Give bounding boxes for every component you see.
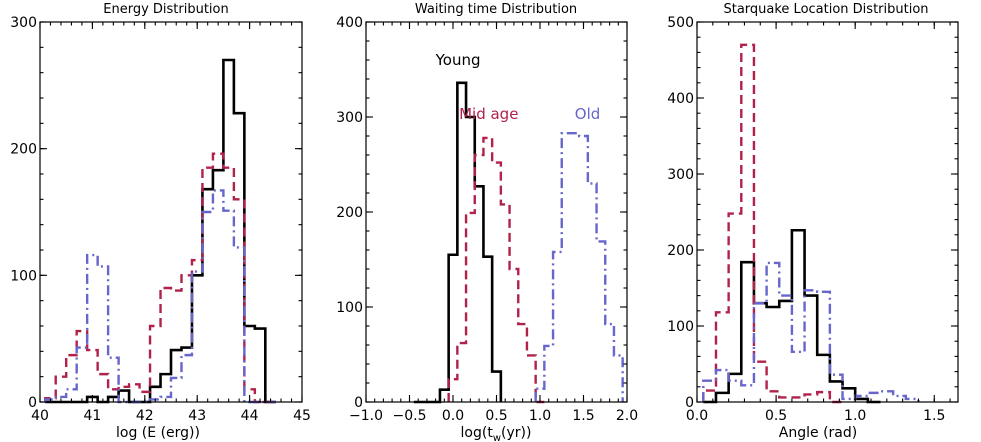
panel-waiting: Waiting time Distribution log(tw(yr)) −1… bbox=[336, 2, 638, 442]
waiting-ytick-label: 300 bbox=[336, 110, 363, 126]
waiting-xtick-label: 2.0 bbox=[616, 408, 638, 424]
waiting-annotation-old: Old bbox=[575, 105, 601, 123]
waiting-xlabel-sub: w bbox=[493, 433, 501, 442]
energy-ytick-label: 100 bbox=[10, 268, 37, 284]
location-xtick-label: 1.0 bbox=[844, 408, 866, 424]
waiting-xtick-label: 1.0 bbox=[529, 408, 551, 424]
energy-ytick-label: 0 bbox=[28, 395, 37, 411]
waiting-xlabel: log(tw(yr)) bbox=[461, 425, 532, 442]
energy-title: Energy Distribution bbox=[103, 2, 229, 17]
location-series-mid bbox=[702, 43, 843, 404]
location-xlabel: Angle (rad) bbox=[779, 425, 857, 441]
location-ytick-label: 400 bbox=[667, 91, 694, 107]
location-plot-frame bbox=[696, 21, 959, 403]
waiting-ytick-label: 100 bbox=[336, 300, 363, 316]
waiting-xtick-label: 1.5 bbox=[572, 408, 594, 424]
location-xtick-label: 0.0 bbox=[686, 408, 708, 424]
energy-plot-frame bbox=[39, 21, 303, 403]
location-series-old bbox=[702, 261, 920, 402]
energy-ytick-label: 200 bbox=[10, 142, 37, 158]
location-title: Starquake Location Distribution bbox=[723, 2, 928, 17]
location-ytick-label: 0 bbox=[685, 395, 694, 411]
energy-xtick-label: 45 bbox=[293, 408, 311, 424]
energy-series-old bbox=[44, 189, 276, 404]
waiting-series-mid bbox=[447, 136, 545, 404]
waiting-xtick-label: 0.0 bbox=[442, 408, 464, 424]
panel-energy: Energy Distribution log (E (erg)) 40 41 42… bbox=[10, 2, 311, 441]
energy-ytick-label: 300 bbox=[10, 15, 37, 31]
energy-xlabel: log (E (erg)) bbox=[116, 425, 200, 441]
waiting-xlabel-end: (yr)) bbox=[501, 425, 531, 441]
waiting-ytick-label: 400 bbox=[336, 15, 363, 31]
waiting-ytick-label: 200 bbox=[336, 205, 363, 221]
waiting-series-old bbox=[534, 131, 624, 402]
location-ytick-label: 200 bbox=[667, 243, 694, 259]
energy-xtick-label: 40 bbox=[31, 408, 49, 424]
energy-xtick-label: 44 bbox=[241, 408, 259, 424]
waiting-xtick-label: −1.0 bbox=[349, 408, 383, 424]
location-xtick-label: 0.5 bbox=[765, 408, 787, 424]
location-ytick-label: 300 bbox=[667, 167, 694, 183]
panel-location: Starquake Location Distribution Angle (r… bbox=[667, 2, 959, 441]
waiting-xtick-label: −0.5 bbox=[393, 408, 427, 424]
waiting-xtick-label: 0.5 bbox=[485, 408, 507, 424]
location-ytick-label: 100 bbox=[667, 319, 694, 335]
energy-series-mid bbox=[44, 152, 276, 404]
energy-series-young bbox=[45, 58, 276, 404]
waiting-plot-frame bbox=[365, 21, 628, 403]
energy-xtick-label: 42 bbox=[136, 408, 154, 424]
location-ytick-label: 500 bbox=[667, 15, 694, 31]
waiting-annotation-mid: Mid age bbox=[459, 105, 518, 123]
waiting-title: Waiting time Distribution bbox=[415, 2, 577, 17]
waiting-annotation-young: Young bbox=[435, 51, 481, 69]
energy-xtick-label: 41 bbox=[83, 408, 101, 424]
location-xtick-label: 1.5 bbox=[923, 408, 945, 424]
waiting-xlabel-main: log(t bbox=[461, 425, 494, 441]
location-series-young bbox=[703, 228, 881, 404]
energy-xtick-label: 43 bbox=[188, 408, 206, 424]
waiting-ytick-label: 0 bbox=[354, 395, 363, 411]
